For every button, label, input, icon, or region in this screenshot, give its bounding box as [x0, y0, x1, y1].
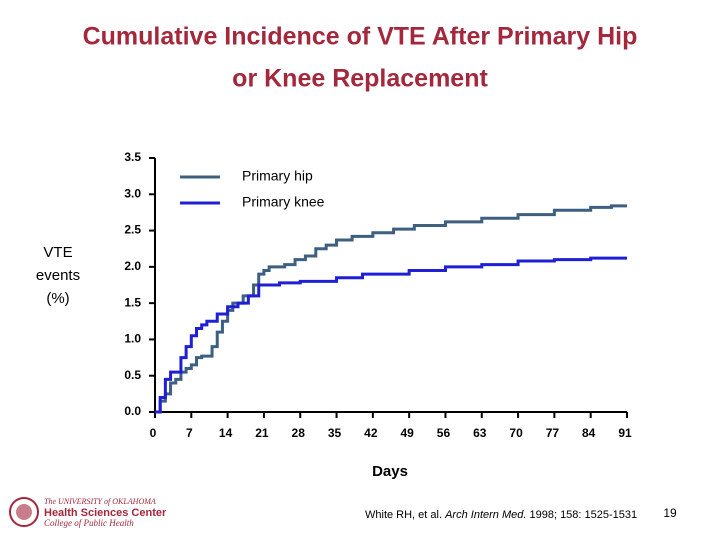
citation: White RH, et al. Arch Intern Med. 1998; … [365, 509, 637, 521]
citation-part: 1998; 158: 1525-1531 [529, 509, 637, 521]
legend-label: Primary hip [242, 168, 313, 184]
x-tick-label: 91 [618, 426, 632, 440]
y-tick-label: 0.5 [124, 368, 141, 382]
x-axis-label: Days [372, 463, 408, 480]
citation-part: White RH, et al. [365, 509, 442, 521]
series-line [155, 256, 627, 414]
logo-text: College of Public Health [44, 518, 134, 528]
y-tick-label: 2.5 [124, 223, 141, 237]
series-line [155, 204, 627, 414]
x-tick-label: 28 [292, 426, 306, 440]
y-tick-label: 3.5 [124, 150, 141, 164]
x-tick-label: 49 [400, 426, 414, 440]
logo-emblem [9, 497, 39, 527]
x-tick-label: 77 [546, 426, 560, 440]
citation-part: Arch Intern Med. [444, 509, 526, 521]
x-tick-label: 42 [364, 426, 378, 440]
legend-label: Primary knee [242, 194, 325, 210]
y-tick-label: 1.5 [124, 295, 141, 309]
y-tick-label: 0.0 [124, 404, 141, 418]
y-axis-label: VTE [43, 244, 72, 261]
logo: The UNIVERSITY of OKLAHOMA Health Scienc… [9, 497, 167, 528]
x-tick-label: 63 [473, 426, 487, 440]
logo-emblem [16, 504, 32, 520]
x-tick-label: 0 [150, 426, 157, 440]
y-axis-label: (%) [46, 290, 69, 307]
y-tick-label: 3.0 [124, 186, 141, 200]
x-tick-label: 7 [186, 426, 193, 440]
logo-text: The UNIVERSITY of OKLAHOMA [44, 497, 156, 506]
y-tick-label: 1.0 [124, 332, 141, 346]
title-line: Cumulative Incidence of VTE After Primar… [83, 23, 638, 51]
y-axis-label: events [36, 267, 80, 284]
x-tick-label: 21 [255, 426, 269, 440]
x-tick-label: 14 [219, 426, 233, 440]
y-tick-label: 2.0 [124, 259, 141, 273]
x-tick-label: 56 [437, 426, 451, 440]
x-tick-label: 35 [328, 426, 342, 440]
page-number: 19 [663, 506, 677, 520]
x-tick-label: 84 [582, 426, 596, 440]
title-line: or Knee Replacement [232, 65, 488, 93]
logo-text: Health Sciences Center [44, 507, 167, 519]
x-tick-label: 70 [509, 426, 523, 440]
